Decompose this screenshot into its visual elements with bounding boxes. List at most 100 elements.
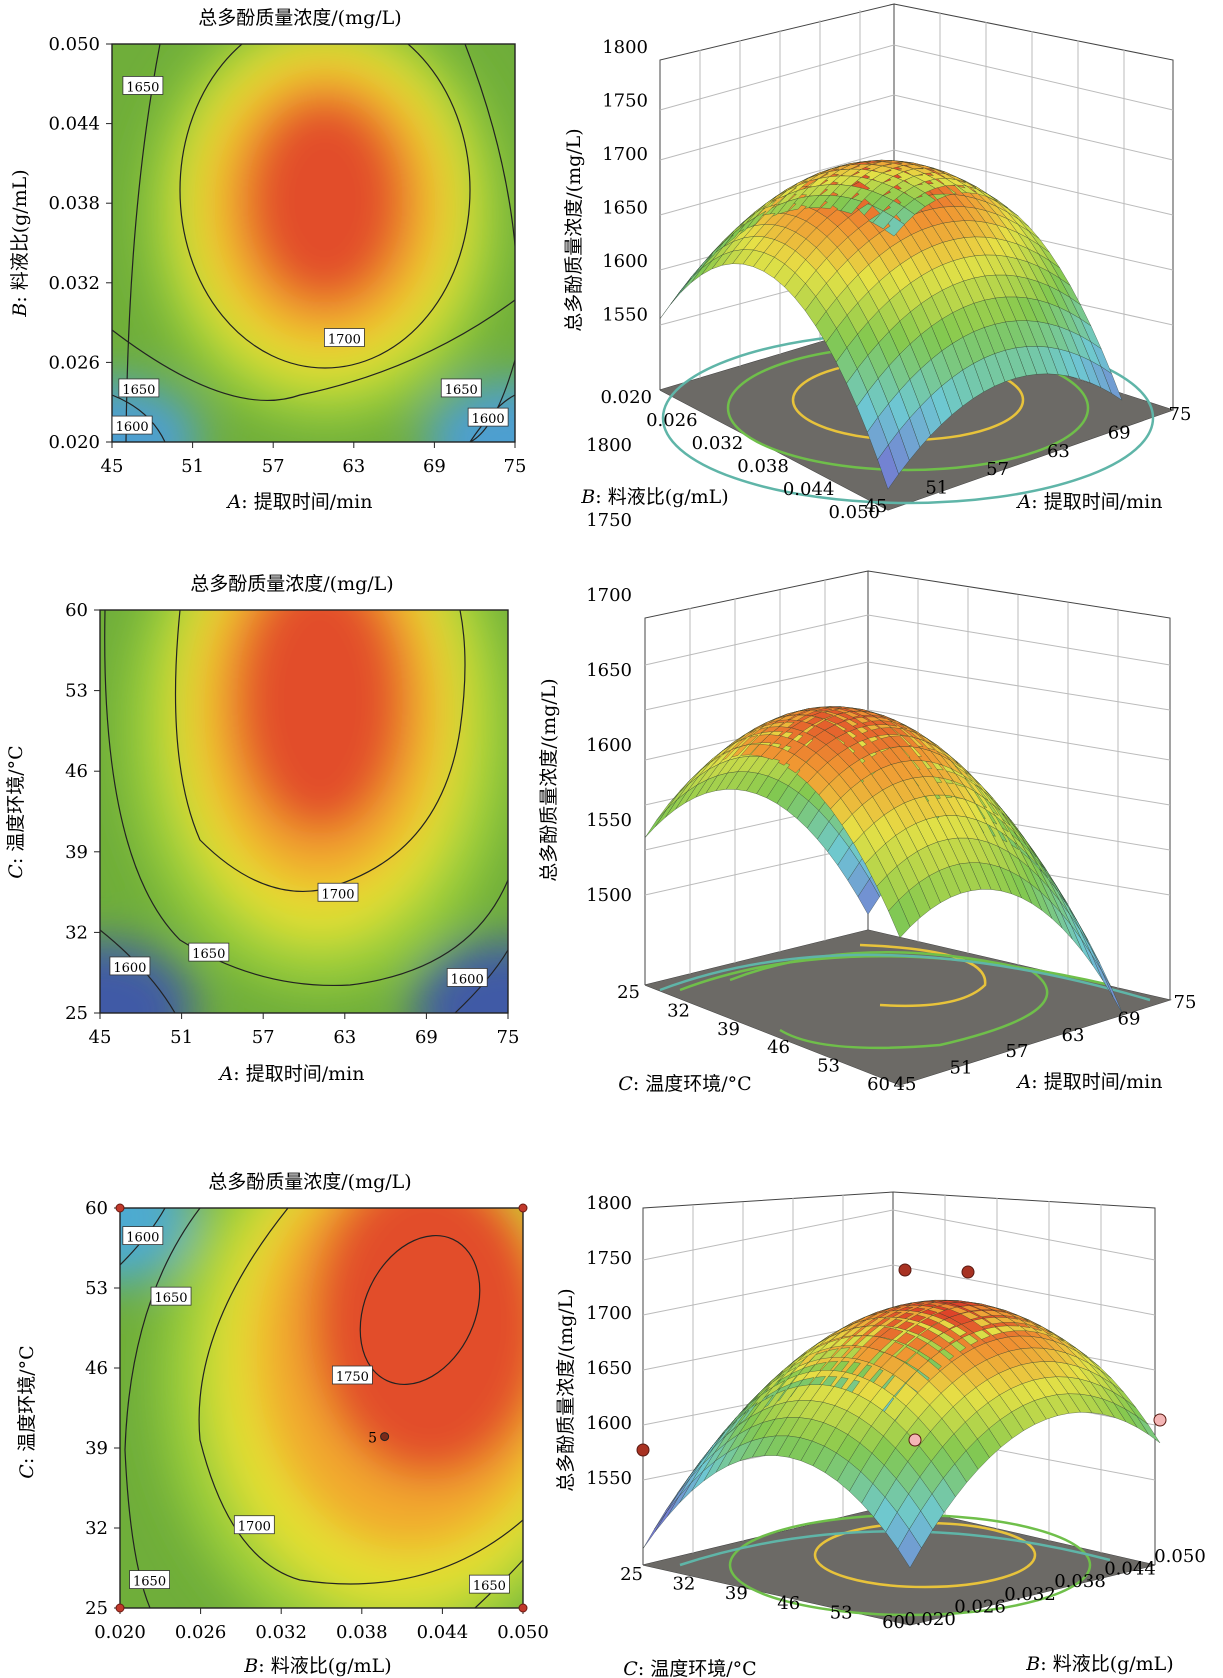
contour-field — [120, 1208, 523, 1608]
svg-text:1600: 1600 — [113, 961, 146, 976]
y-tick-label: 39 — [65, 842, 88, 863]
contour-plot-a-b: 总多酚质量浓度/(mg/L) 45 51 57 63 69 75 0.020 0.026 0.0… — [9, 7, 527, 513]
x-tick-label: 75 — [1169, 404, 1192, 425]
design-point — [115, 1603, 125, 1613]
x-tick-label: 0.020 — [94, 1622, 146, 1643]
y-tick-label: 0.020 — [48, 432, 100, 453]
y-tick-label: 25 — [65, 1003, 88, 1024]
y-tick-label: 39 — [85, 1438, 108, 1459]
z-axis-label: 总多酚质量浓度/(mg/L) — [563, 128, 585, 331]
z-tick-label: 1550 — [586, 1468, 632, 1489]
contour-plot-a-c: 总多酚质量浓度/(mg/L) 45 51 57 63 69 75 25 32 39 46 53 60 1… — [5, 573, 520, 1085]
x-tick-label: 75 — [504, 456, 527, 477]
y-tick-label: 53 — [817, 1056, 840, 1077]
svg-text:1700: 1700 — [321, 887, 354, 902]
y-tick-label: 25 — [620, 1564, 643, 1585]
x-axis-label: A: 提取时间/min — [218, 1063, 365, 1085]
y-axis-label: B: 料液比(g/mL) — [9, 169, 31, 317]
x-axis-label: A: 提取时间/min — [1016, 1071, 1163, 1093]
y-tick-label: 46 — [65, 761, 88, 782]
y-axis-label: B: 料液比(g/mL) — [580, 486, 728, 508]
surface-cell — [1080, 938, 1103, 981]
x-tick-label: 57 — [1006, 1041, 1029, 1062]
z-tick-label: 1800 — [586, 435, 632, 456]
x-tick-label: 45 — [101, 456, 124, 477]
surface-cell — [680, 268, 702, 293]
contour-field — [100, 610, 508, 1013]
design-point — [518, 1203, 528, 1213]
x-tick-label: 69 — [1118, 1008, 1141, 1029]
x-tick-label: 0.038 — [1054, 1571, 1106, 1592]
x-tick-label: 51 — [925, 478, 948, 499]
z-tick-label: 1700 — [586, 1303, 632, 1324]
contour-title: 总多酚质量浓度/(mg/L) — [198, 7, 401, 29]
y-tick-label: 46 — [85, 1358, 108, 1379]
contour-label: 1600 — [122, 1226, 164, 1246]
svg-text:1600: 1600 — [116, 420, 149, 435]
response-surface — [644, 706, 1124, 1015]
x-tick-label: 0.044 — [417, 1622, 469, 1643]
contour-label: 1600 — [467, 407, 509, 427]
z-tick-label: 1550 — [586, 810, 632, 831]
x-tick-label: 51 — [181, 456, 204, 477]
contour-field — [112, 44, 515, 442]
y-tick-label: 0.032 — [692, 433, 744, 454]
svg-text:1650: 1650 — [473, 1579, 506, 1594]
y-axis-label: C: 温度环境/°C — [618, 1073, 751, 1095]
contour-label: 1650 — [118, 378, 160, 398]
design-point — [1153, 1413, 1167, 1427]
contour-label: 1650 — [122, 76, 164, 95]
y-tick-label: 0.026 — [646, 410, 698, 431]
x-tick-label: 0.050 — [497, 1622, 549, 1643]
svg-text:1600: 1600 — [451, 972, 484, 987]
design-point — [961, 1265, 975, 1279]
floor-plane — [643, 1505, 1155, 1625]
surface-cell — [659, 289, 682, 319]
x-axis-label: A: 提取时间/min — [226, 491, 373, 513]
y-tick-label: 0.026 — [48, 352, 100, 373]
x-tick-label: 0.026 — [954, 1596, 1006, 1617]
y-tick-label: 60 — [65, 600, 88, 621]
x-tick-label: 45 — [865, 496, 888, 517]
z-tick-label: 1750 — [586, 510, 632, 531]
x-tick-label: 75 — [1174, 992, 1197, 1013]
z-tick-label: 1650 — [586, 660, 632, 681]
surface-plot-a-c: 1500 1550 1600 1650 1700 1750 1800 45 51 57 63 69 75… — [538, 435, 1196, 1095]
x-tick-label: 57 — [252, 1027, 275, 1048]
x-tick-label: 69 — [415, 1027, 438, 1048]
surface-cell — [690, 260, 713, 283]
surface-cell — [644, 809, 667, 838]
svg-text:1650: 1650 — [133, 1575, 166, 1590]
x-tick-label: 45 — [894, 1074, 917, 1095]
contour-title: 总多酚质量浓度/(mg/L) — [208, 1171, 411, 1193]
y-tick-label: 0.050 — [48, 34, 100, 55]
surface-cell — [654, 1496, 679, 1532]
x-axis-label: A: 提取时间/min — [1016, 491, 1163, 513]
x-tick-label: 75 — [497, 1027, 520, 1048]
z-axis-label: 总多酚质量浓度/(mg/L) — [538, 678, 560, 881]
contour-line-1750 — [359, 1234, 481, 1386]
svg-text:1650: 1650 — [126, 80, 159, 95]
y-tick-label: 0.038 — [737, 456, 789, 477]
x-tick-label: 0.032 — [1004, 1584, 1056, 1605]
x-tick-label: 0.044 — [1104, 1559, 1156, 1580]
x-tick-label: 0.032 — [255, 1622, 307, 1643]
design-point — [115, 1203, 125, 1213]
response-surface — [659, 159, 1123, 490]
contour-label: 1700 — [317, 882, 359, 902]
x-tick-label: 51 — [170, 1027, 193, 1048]
y-axis-label: C: 温度环境/°C — [5, 745, 27, 878]
x-tick-label: 69 — [1108, 422, 1131, 443]
y-tick-label: 0.050 — [828, 502, 880, 523]
y-tick-label: 25 — [617, 982, 640, 1003]
z-axis-label: 总多酚质量浓度/(mg/L) — [555, 1288, 577, 1491]
contour-line-1700 — [179, 44, 471, 369]
y-tick-label: 60 — [85, 1198, 108, 1219]
y-tick-label: 53 — [85, 1278, 108, 1299]
floor-plane — [645, 930, 1170, 1085]
z-tick-label: 1700 — [602, 144, 648, 165]
x-tick-label: 63 — [342, 456, 365, 477]
z-tick-label: 1700 — [586, 585, 632, 606]
contour-label: 1750 — [331, 1365, 373, 1385]
